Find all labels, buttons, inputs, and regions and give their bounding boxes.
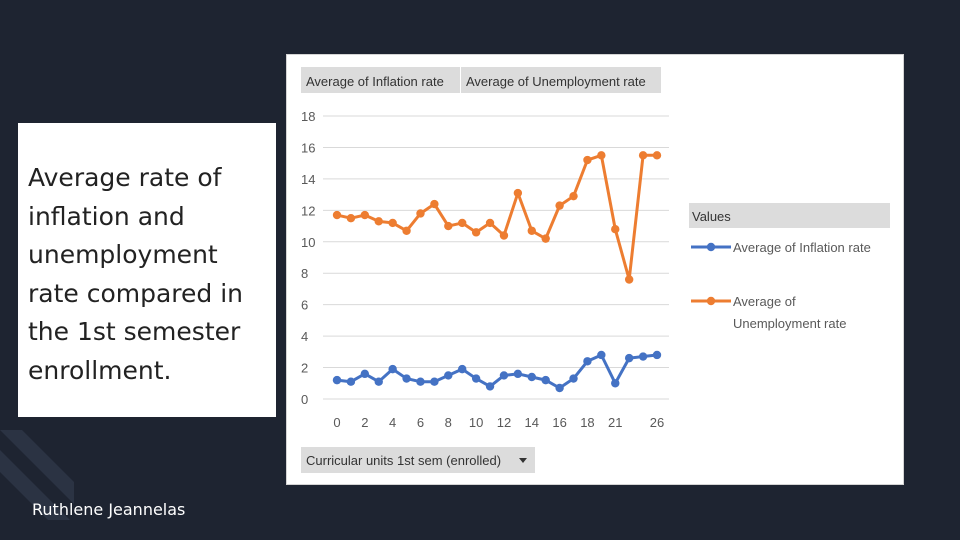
field-button-unemployment[interactable] [461, 67, 661, 93]
field-button-unemployment-label: Average of Unemployment rate [466, 74, 646, 89]
data-point [388, 364, 397, 374]
data-point [527, 372, 536, 382]
data-point [430, 199, 439, 209]
data-point [416, 209, 425, 218]
data-point [458, 364, 467, 374]
data-point [541, 234, 550, 243]
data-point [430, 377, 439, 386]
legend-label: Average of Unemployment rate [733, 294, 846, 331]
x-tick-label: 21 [608, 415, 622, 430]
data-point [652, 350, 662, 360]
data-point [416, 377, 425, 386]
legend-label-line: Unemployment rate [733, 316, 846, 331]
field-button-inflation[interactable] [301, 67, 460, 93]
data-point [332, 210, 342, 220]
x-tick-label: 12 [497, 415, 511, 430]
x-tick-label: 10 [469, 415, 483, 430]
data-point [374, 377, 383, 386]
data-point [388, 218, 397, 228]
data-point [485, 382, 495, 391]
axis-field-dropdown-label: Curricular units 1st sem (enrolled) [306, 453, 501, 468]
legend-title: Values [692, 209, 731, 224]
x-tick-label: 26 [650, 415, 664, 430]
data-point [346, 377, 356, 386]
data-point [638, 151, 648, 160]
data-point [485, 218, 495, 228]
data-point [555, 383, 564, 393]
y-tick-label: 16 [301, 140, 315, 155]
data-point [638, 352, 648, 361]
data-point [332, 375, 342, 385]
data-point [555, 201, 564, 210]
slide-title: Average rate of inflation and unemployme… [28, 163, 244, 385]
y-axis-ticks: 0 2 4 6 8 10 12 14 16 18 [301, 109, 315, 407]
data-point [444, 221, 453, 231]
pivot-chart: Average of Inflation rate Average of Une… [286, 54, 904, 485]
data-point [346, 213, 356, 223]
data-point [527, 226, 536, 235]
data-point [374, 217, 383, 226]
data-point [652, 151, 662, 160]
data-point [624, 275, 634, 284]
data-point [360, 369, 370, 379]
y-tick-label: 4 [301, 329, 308, 344]
series-line-1 [336, 153, 657, 282]
series-line-0 [336, 353, 658, 390]
x-tick-label: 18 [580, 415, 594, 430]
legend-title-box [689, 203, 890, 228]
y-tick-label: 2 [301, 361, 308, 376]
y-tick-label: 8 [301, 266, 308, 281]
series-lines [332, 151, 662, 393]
axis-field-dropdown[interactable] [301, 447, 535, 473]
title-box: Average rate of inflation and unemployme… [18, 123, 276, 417]
chevron-down-icon[interactable] [519, 458, 527, 463]
data-point [458, 218, 467, 228]
legend-swatch-marker [706, 242, 716, 252]
data-point [360, 210, 370, 220]
data-point [597, 350, 606, 360]
x-tick-label: 2 [361, 415, 368, 430]
data-point [624, 353, 634, 363]
line-chart: Average of Inflation rate Average of Une… [301, 67, 890, 473]
data-point [513, 369, 523, 379]
legend-swatch-marker [706, 296, 716, 306]
x-axis-ticks: 0 2 4 6 8 10 12 14 16 18 21 26 [333, 415, 664, 430]
y-tick-label: 14 [301, 172, 315, 187]
y-tick-label: 18 [301, 109, 315, 124]
data-point [499, 371, 509, 380]
legend-label-line: Average of [733, 294, 796, 309]
y-tick-label: 12 [301, 203, 315, 218]
corner-stripes-decoration [0, 430, 74, 520]
x-tick-label: 4 [389, 415, 396, 430]
data-point [583, 357, 592, 366]
author-name: Ruthlene Jeannelas [32, 500, 186, 519]
data-point [597, 151, 606, 160]
data-point [583, 155, 592, 165]
x-tick-label: 8 [445, 415, 452, 430]
data-point [499, 231, 509, 240]
data-point [513, 188, 523, 198]
legend: Average of Inflation rate Average of Unemp… [691, 240, 871, 331]
y-tick-label: 10 [301, 235, 315, 250]
data-point [569, 374, 578, 383]
x-tick-label: 6 [417, 415, 424, 430]
gridlines [323, 115, 669, 400]
y-tick-label: 0 [301, 392, 308, 407]
data-point [444, 371, 453, 380]
data-point [611, 379, 620, 388]
data-point [471, 228, 481, 237]
data-point [611, 225, 620, 234]
data-point [471, 374, 481, 383]
x-tick-label: 14 [525, 415, 539, 430]
data-point [402, 374, 411, 383]
field-button-inflation-label: Average of Inflation rate [306, 74, 444, 89]
x-tick-label: 16 [552, 415, 566, 430]
x-tick-label: 0 [333, 415, 340, 430]
data-point [402, 226, 411, 235]
data-point [569, 191, 578, 201]
y-tick-label: 6 [301, 298, 308, 313]
data-point [541, 375, 550, 385]
legend-label: Average of Inflation rate [733, 240, 871, 255]
